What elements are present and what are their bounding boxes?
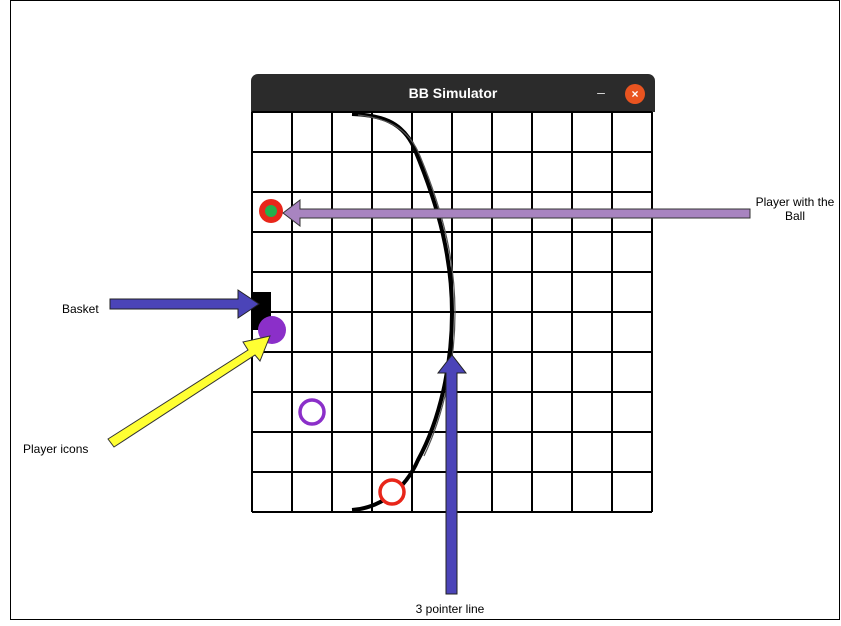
diagram-frame [10, 0, 840, 620]
player-red-ring[interactable] [378, 478, 406, 506]
ball-icon [265, 205, 277, 217]
player-with-ball-label-line2: Ball [784, 209, 805, 223]
three-pointer-arrow [436, 354, 468, 595]
player-with-ball[interactable] [259, 199, 283, 223]
player-icon-ring [378, 478, 406, 506]
player-icon-ring [298, 398, 326, 426]
player-with-ball-label-line1: Player with the [755, 195, 835, 209]
window-title: BB Simulator [408, 85, 498, 101]
minimize-button[interactable]: – [597, 84, 605, 100]
player-icons-arrow [107, 335, 271, 448]
basket-label: Basket [62, 302, 99, 316]
window-titlebar[interactable]: BB Simulator – × [251, 74, 655, 112]
player-icons-label: Player icons [23, 442, 89, 456]
three-pointer-label: 3 pointer line [415, 602, 485, 616]
simulator-window: BB Simulator – × [251, 74, 655, 514]
basket-arrow [109, 289, 260, 319]
player-with-ball-arrow [282, 198, 751, 228]
players-layer [258, 199, 406, 506]
player-purple-ring[interactable] [298, 398, 326, 426]
close-button[interactable]: × [625, 84, 645, 104]
player-with-ball-label: Player with the Ball [740, 195, 841, 223]
